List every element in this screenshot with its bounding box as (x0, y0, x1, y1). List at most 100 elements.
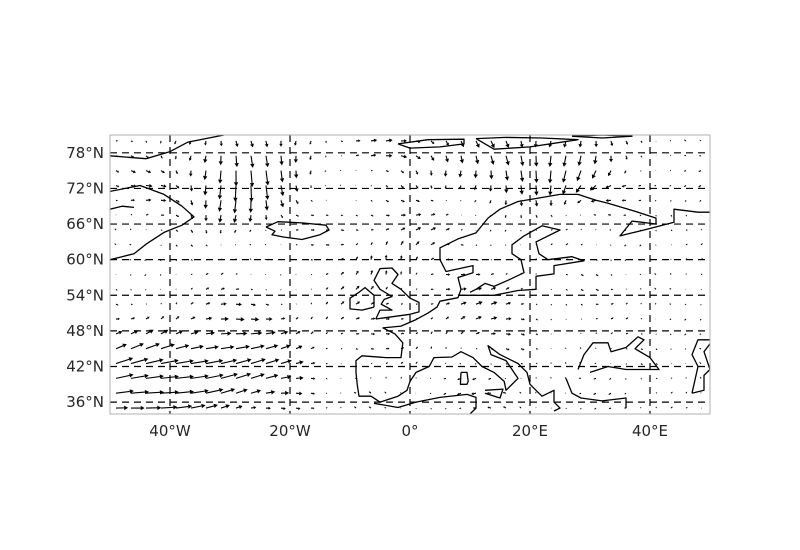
wind-arrow (235, 273, 238, 275)
wind-arrow (640, 155, 643, 158)
wind-arrow (595, 274, 599, 277)
wind-arrow (565, 288, 568, 291)
wind-arrow (460, 258, 465, 262)
wind-arrow (608, 392, 612, 395)
wind-arrow (534, 200, 539, 207)
wind-arrow (325, 184, 327, 187)
wind-arrow (475, 229, 477, 231)
wind-arrow (578, 377, 582, 379)
wind-arrow (370, 199, 373, 202)
wind-arrow (699, 333, 702, 335)
wind-arrow (264, 258, 267, 261)
wind-arrow (144, 259, 147, 261)
wind-arrow (250, 140, 254, 148)
wind-arrow (280, 185, 285, 197)
wind-arrow (250, 373, 265, 379)
wind-arrow (325, 377, 328, 380)
wind-arrow (370, 317, 376, 321)
wind-arrow (670, 258, 672, 260)
wind-arrow (610, 317, 614, 320)
wind-arrow (550, 362, 552, 364)
wind-arrow (175, 199, 180, 203)
wind-arrow (430, 155, 435, 161)
wind-arrow (385, 228, 390, 231)
wind-arrow (189, 185, 194, 192)
coastline-black-sea (577, 336, 660, 374)
wind-arrow (415, 241, 420, 246)
wind-arrow (654, 303, 657, 305)
wind-arrow (685, 362, 687, 364)
wind-arrow (220, 388, 236, 394)
wind-arrow (415, 199, 420, 203)
wind-arrow (670, 391, 673, 394)
wind-arrow (175, 170, 178, 175)
wind-arrow (699, 376, 702, 379)
wind-arrow (203, 155, 208, 163)
wind-arrow (655, 215, 657, 217)
wind-arrow (550, 376, 552, 379)
latitude-tick-labels: 78°N 72°N 66°N 60°N 54°N 48°N 42°N 36°N (66, 144, 104, 411)
wind-arrow (550, 288, 552, 291)
wind-arrow (670, 406, 673, 409)
wind-arrow (684, 154, 687, 157)
wind-arrow (595, 347, 597, 349)
wind-arrow (430, 257, 435, 261)
longitude-tick-label: 40°E (632, 422, 668, 440)
wind-arrow (593, 214, 597, 216)
coastline-iceland-west (110, 205, 135, 210)
wind-arrow (548, 185, 553, 196)
wind-arrow (265, 330, 276, 335)
wind-arrow (190, 330, 199, 335)
wind-arrow (475, 273, 481, 276)
wind-arrow (605, 184, 612, 189)
wind-arrow (459, 155, 464, 164)
wind-arrow (175, 185, 180, 189)
wind-arrow (699, 318, 702, 321)
wind-arrow (370, 255, 373, 260)
wind-arrow (595, 229, 597, 231)
wind-arrow (175, 214, 180, 217)
wind-arrow (684, 348, 687, 350)
wind-arrow (264, 200, 269, 211)
wind-arrow (579, 392, 582, 395)
wind-arrow (655, 333, 657, 335)
wind-arrow (669, 303, 672, 305)
wind-arrow (429, 392, 432, 395)
wind-arrow (700, 392, 702, 394)
wind-arrow (385, 170, 389, 173)
wind-arrow (115, 357, 134, 365)
wind-arrow (550, 214, 553, 218)
wind-arrow (234, 155, 239, 168)
wind-arrow (655, 244, 657, 246)
wind-arrow (415, 407, 417, 410)
wind-arrow (249, 229, 252, 233)
wind-arrow (385, 199, 389, 203)
wind-arrow (519, 185, 524, 195)
wind-arrow (115, 288, 118, 291)
wind-arrow (160, 214, 165, 217)
wind-arrow (473, 170, 478, 179)
wind-arrow (130, 198, 136, 202)
wind-arrow (368, 391, 372, 394)
wind-arrow (430, 331, 433, 335)
wind-arrow (415, 361, 418, 364)
wind-arrow (490, 363, 492, 365)
wind-arrow (325, 214, 329, 217)
wind-arrow (310, 361, 316, 365)
wind-arrow (640, 333, 643, 335)
wind-arrow (624, 392, 627, 395)
wind-arrow (505, 287, 510, 290)
wind-arrow (205, 316, 213, 321)
wind-arrow (669, 288, 672, 290)
wind-arrow (265, 358, 280, 365)
wind-arrow (295, 274, 297, 276)
wind-arrow (280, 303, 283, 305)
wind-arrow (655, 392, 658, 394)
wind-arrow (355, 348, 359, 350)
wind-arrow (220, 345, 235, 350)
wind-arrow (474, 363, 477, 365)
wind-arrow (445, 316, 449, 320)
wind-arrow (638, 184, 642, 187)
wind-arrow (190, 273, 193, 276)
